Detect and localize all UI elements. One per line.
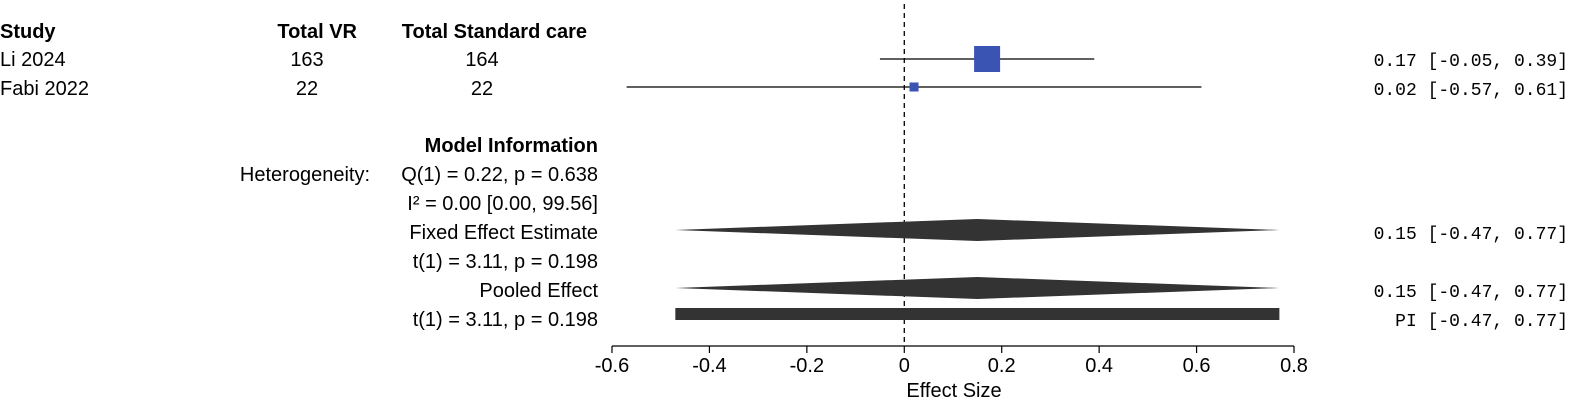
pooled-effect-label: Pooled Effect — [479, 280, 598, 302]
chart-marks — [626, 4, 1280, 346]
x-tick-label-7: 0.8 — [1280, 355, 1308, 377]
study-square-1 — [974, 46, 1001, 72]
x-tick-label-2: -0.2 — [790, 355, 824, 377]
x-axis: -0.6 -0.4 -0.2 0 0.2 0.4 0.6 0.8 — [595, 345, 1308, 377]
study-n-sc-1: 164 — [465, 49, 498, 71]
study-n-vr-1: 163 — [290, 49, 323, 71]
pooled-effect-test: t(1) = 3.11, p = 0.198 — [413, 309, 598, 331]
fixed-estimate-label: 0.15 [-0.47, 0.77] — [1374, 225, 1568, 245]
prediction-interval-label: PI [-0.47, 0.77] — [1395, 312, 1568, 332]
pooled-effect-diamond — [675, 277, 1280, 299]
heterogeneity-label: Heterogeneity: — [240, 164, 370, 186]
prediction-interval-bar — [675, 308, 1280, 320]
study-name-1: Li 2024 — [0, 49, 66, 71]
x-tick-label-6: 0.6 — [1183, 355, 1211, 377]
x-tick-label-4: 0.2 — [988, 355, 1016, 377]
study-n-vr-2: 22 — [296, 78, 318, 100]
study-estimate-label-2: 0.02 [-0.57, 0.61] — [1374, 81, 1568, 101]
x-tick-label-3: 0 — [899, 355, 910, 377]
header-total-vr: Total VR — [277, 21, 357, 43]
fixed-effect-test: t(1) = 3.11, p = 0.198 — [413, 251, 598, 273]
study-n-sc-2: 22 — [471, 78, 493, 100]
fixed-effect-label: Fixed Effect Estimate — [409, 222, 598, 244]
study-estimate-label-1: 0.17 [-0.05, 0.39] — [1374, 52, 1568, 72]
study-name-2: Fabi 2022 — [0, 78, 89, 100]
x-axis-label: Effect Size — [906, 380, 1001, 402]
fixed-effect-diamond — [675, 219, 1280, 241]
x-tick-label-5: 0.4 — [1085, 355, 1113, 377]
q-statistic: Q(1) = 0.22, p = 0.638 — [401, 164, 598, 186]
header-total-standard-care: Total Standard care — [402, 21, 587, 43]
i2-statistic: I² = 0.00 [0.00, 99.56] — [407, 193, 598, 215]
study-square-2 — [909, 82, 919, 92]
model-info-heading: Model Information — [425, 135, 598, 157]
x-tick-label-1: -0.4 — [692, 355, 726, 377]
x-tick-label-0: -0.6 — [595, 355, 629, 377]
pooled-estimate-label: 0.15 [-0.47, 0.77] — [1374, 283, 1568, 303]
header-study: Study — [0, 21, 56, 43]
